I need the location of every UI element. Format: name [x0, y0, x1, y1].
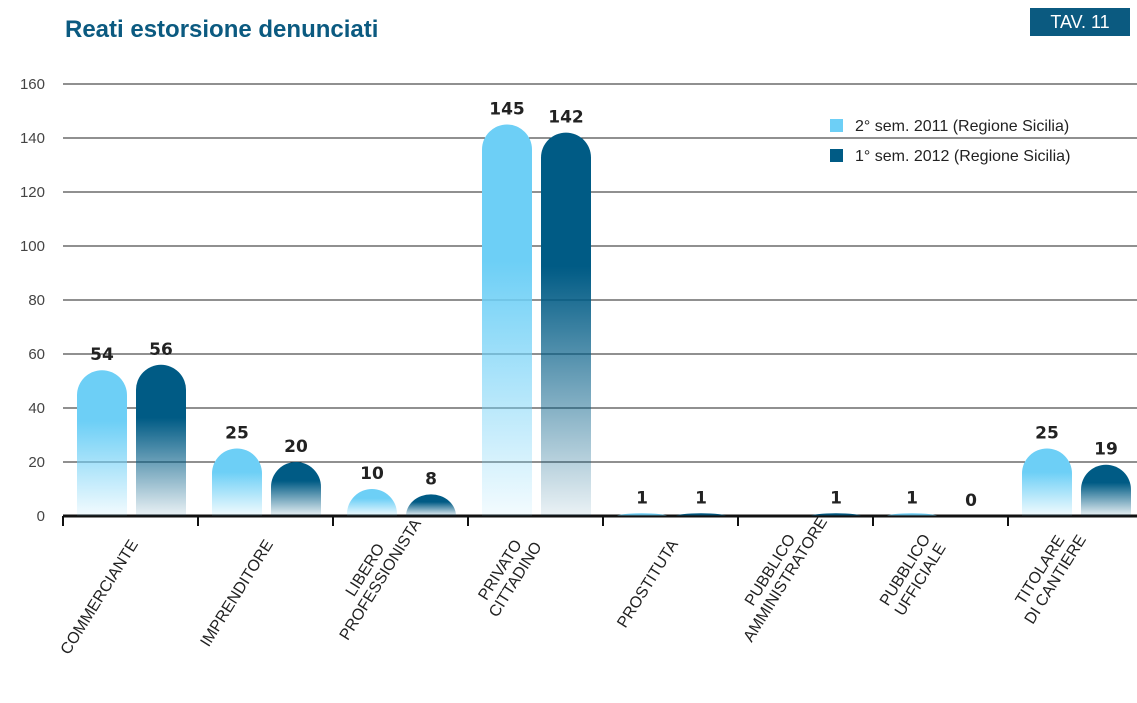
bar	[211, 448, 262, 516]
y-tick-label: 0	[37, 508, 45, 525]
x-tick-label-line: PROSTITUTA	[614, 537, 682, 631]
value-label: 25	[225, 424, 249, 444]
value-label: 0	[965, 491, 977, 511]
x-tick-label: PUBBLICOUFFICIALE	[877, 531, 950, 619]
legend-label: 2° sem. 2011 (Regione Sicilia)	[855, 118, 1069, 135]
bar	[406, 494, 456, 516]
value-label: 1	[906, 488, 918, 508]
x-tick-label: PRIVATOCITTADINO	[471, 530, 546, 621]
value-label: 8	[425, 469, 437, 489]
y-tick-label: 140	[20, 130, 45, 147]
bar	[271, 462, 321, 516]
x-tick-label: PUBBLICOAMMINISTRATORE	[725, 505, 831, 645]
y-tick-label: 40	[28, 400, 45, 417]
x-tick-label: LIBEROPROFESSIONISTA	[321, 506, 425, 643]
value-label: 142	[548, 108, 584, 128]
y-tick-label: 20	[28, 454, 45, 471]
value-label: 54	[90, 345, 114, 365]
value-label: 10	[360, 464, 384, 484]
bar	[887, 513, 937, 516]
y-tick-label: 80	[28, 292, 45, 309]
bar	[136, 364, 186, 516]
value-label: 1	[636, 488, 648, 508]
value-label: 1	[695, 488, 707, 508]
x-tick-label-line: COMMERCIANTE	[58, 537, 142, 658]
value-label: 20	[284, 437, 308, 457]
value-label: 56	[149, 340, 173, 360]
table-label-box	[1030, 8, 1130, 36]
value-label: 25	[1035, 424, 1059, 444]
bar	[676, 513, 726, 516]
bar	[811, 513, 861, 516]
y-tick-label: 160	[20, 76, 45, 93]
table-label: TAV. 11	[1050, 12, 1109, 32]
x-tick-label: TITOLAREDI CANTIERE	[1007, 523, 1090, 627]
chart-title: Reati estorsione denunciati	[65, 16, 378, 43]
bar	[77, 370, 127, 516]
bar	[541, 132, 591, 517]
bar	[482, 124, 532, 516]
x-tick-label: COMMERCIANTE	[58, 537, 142, 658]
value-label: 19	[1094, 440, 1118, 460]
y-tick-label: 60	[28, 346, 45, 363]
bar	[617, 513, 667, 516]
value-label: 1	[830, 488, 842, 508]
y-tick-label: 120	[20, 184, 45, 201]
x-tick-label: PROSTITUTA	[614, 537, 682, 631]
legend-label: 1° sem. 2012 (Regione Sicilia)	[855, 148, 1070, 165]
bar	[347, 489, 397, 516]
x-tick-label: IMPRENDITORE	[198, 537, 277, 650]
x-tick-label-line: IMPRENDITORE	[198, 537, 277, 650]
bar	[1081, 464, 1131, 516]
y-tick-label: 100	[20, 238, 45, 255]
bar	[1022, 448, 1072, 516]
legend-swatch	[830, 119, 843, 132]
value-label: 145	[489, 100, 525, 120]
legend-swatch	[830, 149, 843, 162]
